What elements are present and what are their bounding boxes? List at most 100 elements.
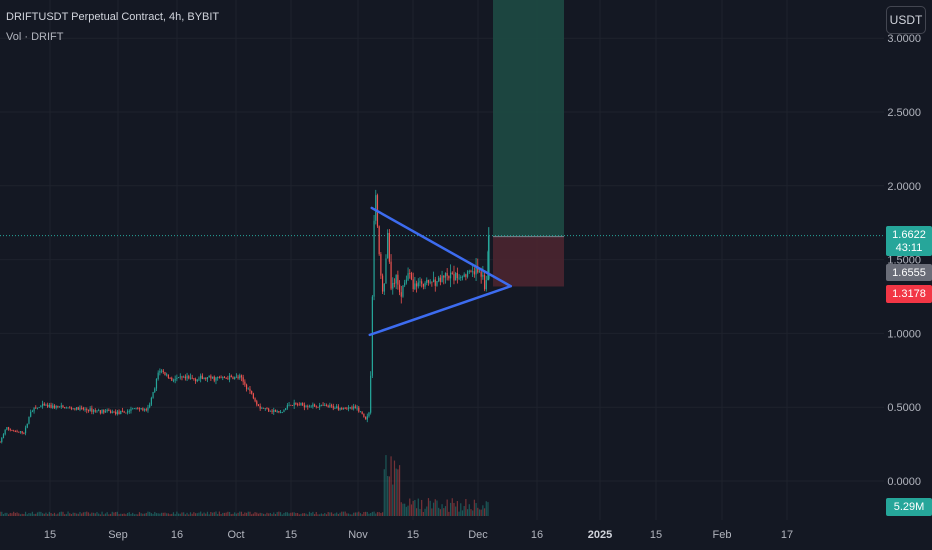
last-price-label: 1.6622 xyxy=(892,229,926,241)
candle xyxy=(361,411,363,414)
candle xyxy=(482,274,484,277)
volume-bar xyxy=(472,510,474,516)
candle xyxy=(475,266,477,275)
candle xyxy=(378,226,380,255)
volume-value-badge xyxy=(886,498,932,516)
candle xyxy=(116,411,118,415)
volume-bar xyxy=(264,514,266,516)
candle xyxy=(70,407,73,409)
volume-bar xyxy=(434,499,436,516)
volume-bar xyxy=(75,513,78,516)
candle xyxy=(40,406,42,408)
candle xyxy=(179,376,181,378)
stop-zone[interactable] xyxy=(493,236,564,287)
volume-bar xyxy=(244,512,246,516)
candle xyxy=(1,437,3,442)
candle xyxy=(427,279,430,283)
candle xyxy=(6,427,8,430)
volume-bar xyxy=(441,504,443,516)
candle xyxy=(188,376,190,379)
triangle-upper-trendline[interactable] xyxy=(370,206,512,288)
volume-bar xyxy=(0,511,1,516)
volume-bar xyxy=(444,506,447,516)
volume-bar xyxy=(432,502,435,516)
volume-bar xyxy=(58,512,61,516)
candle xyxy=(120,410,122,415)
candle xyxy=(405,279,407,283)
candle xyxy=(327,405,329,407)
candle xyxy=(296,404,299,406)
candle xyxy=(164,372,166,375)
candle xyxy=(210,375,212,379)
candle xyxy=(473,271,475,275)
volume-bar xyxy=(439,509,441,516)
volume-bar xyxy=(6,512,8,516)
candle xyxy=(115,411,117,415)
candle xyxy=(480,271,482,277)
candle xyxy=(99,410,101,414)
time-tick-label: Sep xyxy=(108,529,128,541)
candle xyxy=(55,406,57,408)
candle xyxy=(438,277,440,282)
time-tick-label: 15 xyxy=(650,529,662,541)
volume-bar xyxy=(468,504,470,516)
volume-bar xyxy=(458,511,460,516)
candle xyxy=(206,377,209,380)
candle xyxy=(353,406,355,409)
volume-bar xyxy=(220,513,222,516)
volume-bar xyxy=(281,514,283,516)
volume-bar xyxy=(191,513,193,516)
candle-last xyxy=(487,235,490,279)
candle xyxy=(211,376,214,379)
candle xyxy=(273,410,275,412)
candle xyxy=(193,378,195,380)
volume-bar xyxy=(137,514,139,516)
candle xyxy=(439,277,441,282)
price-tick-label: 1.0000 xyxy=(887,328,921,340)
volume-bar xyxy=(356,512,358,516)
candle xyxy=(176,377,178,380)
volume-bar xyxy=(177,513,180,516)
candle xyxy=(322,404,324,406)
volume-bar xyxy=(285,512,287,516)
volume-bar xyxy=(237,512,239,516)
candle xyxy=(194,378,197,382)
volume-bar xyxy=(368,513,370,516)
candle xyxy=(460,277,462,278)
volume-bar xyxy=(336,512,338,516)
candle xyxy=(337,406,339,410)
volume-bar xyxy=(337,513,339,516)
volume-indicator-label[interactable]: Vol · DRIFT xyxy=(6,31,64,43)
candle xyxy=(463,274,465,277)
candle xyxy=(217,377,219,378)
volume-bar xyxy=(426,506,428,516)
candle xyxy=(67,407,69,409)
candle xyxy=(75,407,78,410)
volume-bar xyxy=(26,514,28,516)
candle xyxy=(9,429,11,431)
volume-bar xyxy=(28,513,30,516)
candle xyxy=(11,430,13,431)
target-zone[interactable] xyxy=(493,0,564,237)
volume-bar xyxy=(181,512,183,516)
candle xyxy=(368,412,370,417)
volume-bar xyxy=(456,501,458,516)
volume-bar xyxy=(461,510,464,516)
candle xyxy=(397,274,399,285)
currency-button[interactable]: USDT xyxy=(886,6,926,34)
volume-bar xyxy=(101,511,103,516)
triangle-lower-trendline[interactable] xyxy=(368,284,512,337)
volume-bar xyxy=(319,514,321,516)
volume-bar xyxy=(159,513,161,516)
price-tick-label: 0.0000 xyxy=(887,476,921,488)
candle xyxy=(330,405,333,407)
candle xyxy=(375,195,377,221)
volume-bar xyxy=(52,513,54,516)
candle xyxy=(35,407,37,409)
volume-bar xyxy=(366,511,368,516)
symbol-title[interactable]: DRIFTUSDT Perpetual Contract, 4h, BYBIT xyxy=(6,11,220,23)
volume-bar xyxy=(376,512,379,516)
volume-bar xyxy=(213,512,215,516)
